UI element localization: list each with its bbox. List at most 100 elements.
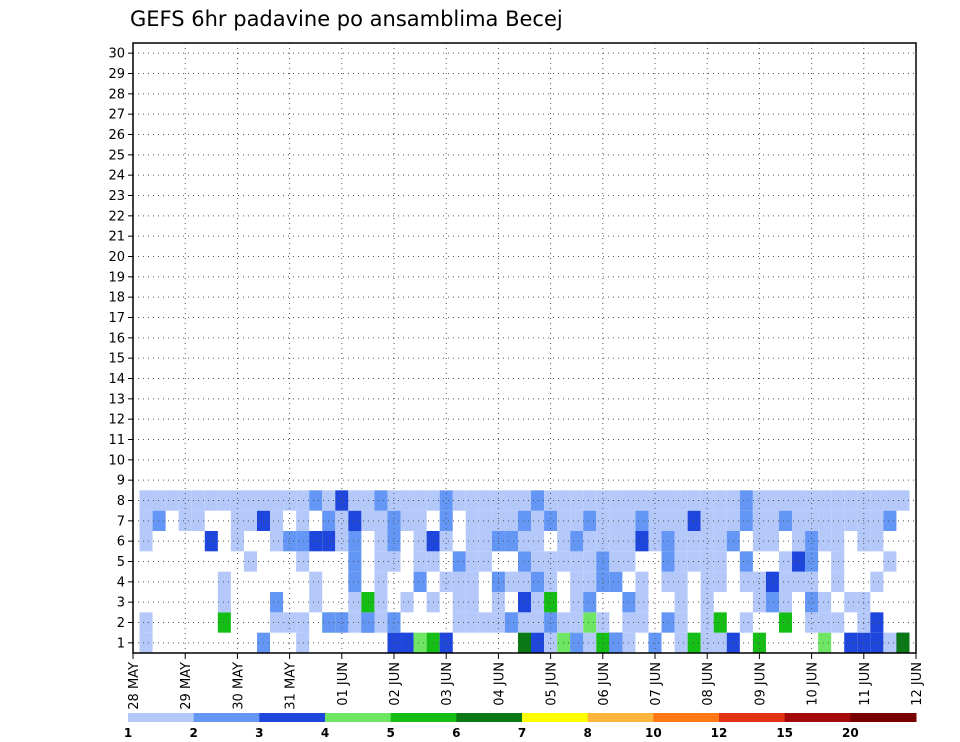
- heatmap-cell: [739, 510, 753, 531]
- y-tick-label: 21: [108, 230, 125, 245]
- heatmap-cell: [778, 551, 793, 572]
- heatmap-cell: [270, 592, 284, 613]
- heatmap-cell: [439, 632, 453, 653]
- heatmap-cell: [870, 632, 884, 653]
- x-tick-label: 02 JUN: [388, 662, 403, 706]
- heatmap-cell: [596, 510, 610, 531]
- heatmap-cell: [374, 592, 388, 613]
- y-tick-label: 1: [117, 636, 125, 651]
- colorbar-label: 5: [386, 726, 394, 740]
- heatmap-cell: [583, 510, 597, 531]
- heatmap-cell: [818, 490, 832, 511]
- heatmap-cell: [413, 632, 427, 653]
- cells-layer: [139, 490, 910, 653]
- heatmap-cell: [596, 490, 610, 511]
- heatmap-cell: [739, 551, 753, 572]
- heatmap-cell: [400, 510, 414, 531]
- heatmap-cell: [361, 510, 375, 531]
- heatmap-cell: [896, 490, 910, 511]
- heatmap-cell: [465, 531, 479, 552]
- heatmap-cell: [818, 612, 832, 633]
- heatmap-cell: [870, 531, 884, 552]
- heatmap-cell: [805, 490, 819, 511]
- heatmap-cell: [805, 531, 819, 552]
- heatmap-cell: [752, 531, 766, 552]
- heatmap-cell: [570, 571, 584, 592]
- heatmap-cell: [700, 592, 714, 613]
- heatmap-cell: [844, 510, 858, 531]
- y-tick-label: 11: [108, 433, 125, 448]
- heatmap-cell: [778, 612, 793, 633]
- heatmap-cell: [531, 510, 545, 531]
- heatmap-cell: [752, 571, 766, 592]
- heatmap-cell: [452, 571, 466, 592]
- heatmap-cell: [296, 612, 310, 633]
- heatmap-cell: [570, 510, 584, 531]
- colorbar-swatch: [784, 713, 851, 722]
- x-tick-label: 10 JUN: [806, 662, 821, 706]
- heatmap-cell: [387, 510, 401, 531]
- colorbar-label: 2: [189, 726, 197, 740]
- colorbar-label: 12: [711, 726, 728, 740]
- colorbar-swatch: [456, 713, 523, 722]
- heatmap-cell: [517, 612, 532, 633]
- heatmap-cell: [674, 571, 688, 592]
- heatmap-cell: [831, 551, 845, 572]
- y-tick-label: 25: [108, 148, 125, 163]
- heatmap-cell: [283, 612, 297, 633]
- heatmap-cell: [230, 490, 244, 511]
- heatmap-cell: [361, 592, 375, 613]
- heatmap-cell: [635, 571, 649, 592]
- heatmap-cell: [739, 571, 753, 592]
- x-tick-label: 04 JUN: [492, 662, 507, 706]
- y-tick-label: 16: [108, 331, 125, 346]
- heatmap-cell: [517, 490, 532, 511]
- heatmap-cell: [739, 612, 753, 633]
- heatmap-cell: [517, 592, 532, 613]
- heatmap-cell: [296, 490, 310, 511]
- heatmap-cell: [465, 490, 479, 511]
- heatmap-cell: [544, 510, 558, 531]
- heatmap-cell: [413, 510, 427, 531]
- heatmap-cell: [596, 531, 610, 552]
- heatmap-cell: [270, 531, 284, 552]
- heatmap-cell: [674, 612, 688, 633]
- heatmap-cell: [204, 531, 218, 552]
- heatmap-cell: [504, 531, 518, 552]
- y-tick-label: 9: [117, 474, 125, 489]
- heatmap-cell: [152, 510, 166, 531]
- x-tick-label: 30 MAY: [231, 662, 246, 710]
- heatmap-cell: [243, 490, 257, 511]
- heatmap-cell: [805, 592, 819, 613]
- heatmap-cell: [243, 551, 257, 572]
- heatmap-cell: [544, 632, 558, 653]
- heatmap-cell: [531, 571, 545, 592]
- heatmap-cell: [348, 490, 362, 511]
- x-tick-label: 03 JUN: [440, 662, 455, 706]
- heatmap-cell: [648, 632, 662, 653]
- heatmap-cell: [648, 490, 662, 511]
- heatmap-cell: [335, 510, 349, 531]
- heatmap-cell: [387, 531, 401, 552]
- y-tick-label: 19: [108, 270, 125, 285]
- x-axis: 28 MAY 29 MAY 30 MAY 31 MAY 01 JUN 02 JUN 03 J…: [127, 653, 925, 710]
- heatmap-cell: [374, 531, 388, 552]
- heatmap-cell: [478, 531, 492, 552]
- heatmap-cell: [139, 490, 153, 511]
- heatmap-cell: [635, 531, 649, 552]
- heatmap-cell: [583, 632, 597, 653]
- colorbar-label: 8: [583, 726, 591, 740]
- heatmap-cell: [687, 632, 701, 653]
- heatmap-cell: [713, 551, 727, 572]
- heatmap-cell: [283, 531, 297, 552]
- plot-frame: [132, 42, 917, 654]
- heatmap-cell: [648, 531, 662, 552]
- heatmap-cell: [387, 632, 401, 653]
- heatmap-cell: [883, 510, 897, 531]
- heatmap-cell: [805, 571, 819, 592]
- colorbar-swatch: [587, 713, 654, 722]
- heatmap-cell: [387, 490, 401, 511]
- heatmap-cell: [531, 612, 545, 633]
- colorbar-swatch: [653, 713, 720, 722]
- colorbar-swatch: [390, 713, 457, 722]
